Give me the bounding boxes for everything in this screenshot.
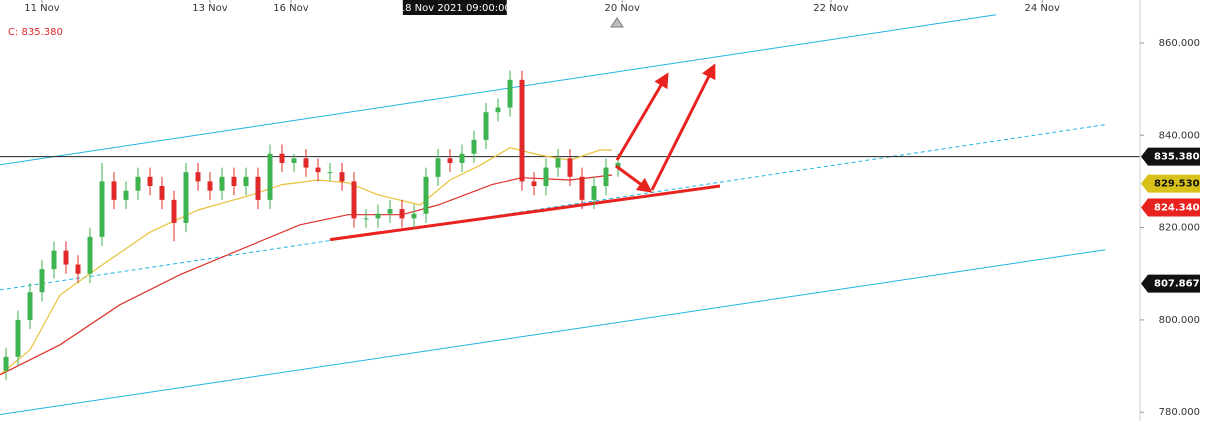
candle-body	[531, 181, 537, 187]
candle-body	[27, 292, 33, 320]
candle-body	[507, 79, 513, 108]
price-tag	[1141, 198, 1200, 217]
candle-body	[543, 167, 549, 187]
candle-body	[147, 176, 153, 187]
candle-body	[483, 112, 489, 140]
trend-line	[0, 124, 1106, 291]
candle-body	[123, 190, 129, 200]
y-tick-label: 780.000	[1159, 407, 1200, 418]
annotation-arrows	[615, 63, 716, 193]
x-tick-label: 13 Nov	[192, 3, 228, 14]
candle-body	[615, 162, 621, 168]
candle-body	[399, 209, 405, 219]
x-tick-label: 24 Nov	[1024, 3, 1060, 14]
candle-body	[327, 172, 333, 174]
candle-body	[423, 176, 429, 214]
candle-body	[87, 236, 93, 274]
y-tick-label: 840.000	[1159, 130, 1200, 141]
arrow	[650, 63, 716, 191]
price-tag-label: 824.340	[1154, 203, 1200, 214]
candle-body	[471, 139, 477, 154]
x-tick-label: 20 Nov	[604, 3, 640, 14]
candle-body	[339, 172, 345, 182]
candle-body	[351, 181, 357, 219]
crosshair-box	[402, 0, 507, 15]
candle-body	[15, 319, 21, 357]
trend-line	[0, 249, 1106, 416]
y-tick-label: 800.000	[1159, 315, 1200, 326]
candle-body	[291, 158, 297, 163]
candle-body	[63, 250, 69, 265]
candle-body	[51, 250, 57, 270]
candle-body	[135, 176, 141, 191]
candle-body	[495, 107, 501, 113]
candle-body	[231, 176, 237, 187]
price-tag-label: 807.867	[1154, 279, 1200, 290]
time-marker	[610, 17, 624, 28]
candle-body	[303, 158, 309, 168]
price-tag-label: 829.530	[1154, 179, 1200, 190]
candle-body	[39, 269, 45, 293]
candle-body	[363, 218, 369, 220]
candle-body	[183, 172, 189, 223]
arrow	[615, 72, 669, 161]
candle-body	[159, 186, 165, 200]
x-tick-label: 11 Nov	[24, 3, 60, 14]
candle-body	[315, 167, 321, 173]
candle-body	[267, 153, 273, 200]
ohlc-label: C: 835.380	[8, 27, 63, 38]
price-tag	[1141, 274, 1200, 293]
moving-average	[0, 147, 612, 376]
arrow	[615, 164, 653, 193]
y-tick-label: 820.000	[1159, 223, 1200, 234]
candle-body	[111, 181, 117, 200]
candle-body	[3, 356, 9, 371]
crosshair-label: 18 Nov 2021 09:00:00	[399, 3, 511, 14]
candle-body	[519, 79, 525, 182]
candle-body	[75, 264, 81, 274]
candle-body	[279, 153, 285, 163]
candle-body	[459, 153, 465, 163]
trend-line	[0, 14, 997, 166]
y-tick-label: 860.000	[1159, 38, 1200, 49]
candle-body	[567, 158, 573, 177]
candle-body	[555, 158, 561, 168]
price-tag-label: 835.380	[1154, 152, 1200, 163]
price-tag	[1141, 174, 1200, 193]
candle-body	[447, 158, 453, 163]
price-tag	[1141, 147, 1200, 166]
candle-body	[435, 158, 441, 177]
candle-body	[219, 176, 225, 191]
trend-line	[329, 184, 721, 242]
candle-body	[99, 181, 105, 237]
candle-body	[255, 176, 261, 200]
candle-body	[207, 181, 213, 191]
candle-body	[387, 209, 393, 214]
candle-body	[603, 167, 609, 187]
candle-body	[195, 172, 201, 182]
x-tick-label: 16 Nov	[273, 3, 309, 14]
axis-layer: 860.000 840.000 820.000 800.000 780.000 11 No…	[24, 0, 1200, 418]
plot-area	[0, 14, 1140, 416]
candle-body	[579, 176, 585, 200]
candle-body	[375, 213, 381, 219]
x-tick-label: 22 Nov	[813, 3, 849, 14]
candle-body	[411, 213, 417, 219]
candle-body	[591, 186, 597, 200]
candle-body	[171, 199, 177, 223]
candle-body	[243, 176, 249, 187]
